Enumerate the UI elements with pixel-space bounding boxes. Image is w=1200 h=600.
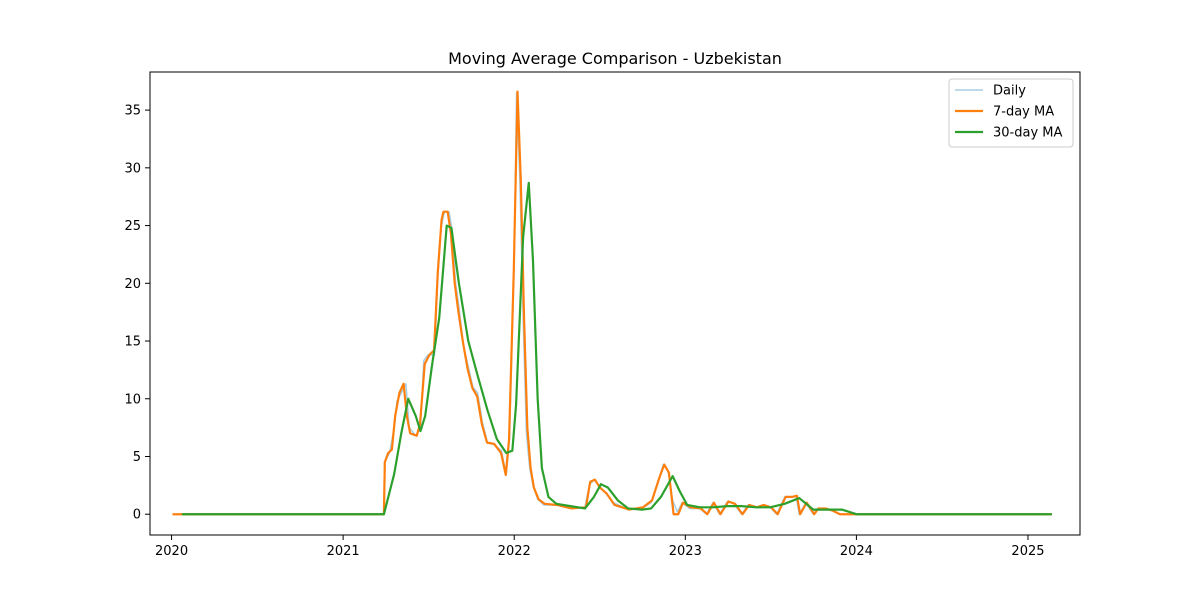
legend-label: 30-day MA	[993, 126, 1062, 141]
x-tick-label: 2021	[327, 544, 360, 559]
y-tick-label: 5	[133, 450, 141, 465]
x-tick-label: 2022	[498, 544, 531, 559]
x-axis: 2020 2021 2022 2023 2024 2025	[155, 535, 1045, 559]
legend-box	[948, 78, 1074, 148]
y-tick-label: 15	[124, 335, 141, 350]
y-tick-label: 30	[124, 161, 141, 176]
y-tick-label: 10	[124, 392, 141, 407]
legend-label: Daily	[993, 84, 1026, 99]
legend: Daily 7-day MA 30-day MA	[948, 78, 1074, 148]
x-tick-label: 2024	[840, 544, 873, 559]
plot-area	[172, 90, 1052, 516]
plot-frame	[149, 71, 1081, 536]
y-tick-label: 35	[124, 104, 141, 119]
chart-title: Moving Average Comparison - Uzbekistan	[448, 49, 782, 68]
legend-label: 7-day MA	[993, 105, 1054, 120]
y-tick-label: 0	[133, 508, 141, 523]
x-tick-label: 2023	[669, 544, 702, 559]
y-axis: 0 5 10 15 20 25 30 35	[124, 104, 150, 523]
y-tick-label: 20	[124, 277, 141, 292]
series-line-30-day-ma	[181, 181, 1052, 516]
x-tick-label: 2020	[155, 544, 188, 559]
y-tick-label: 25	[124, 219, 141, 234]
x-tick-label: 2025	[1011, 544, 1044, 559]
